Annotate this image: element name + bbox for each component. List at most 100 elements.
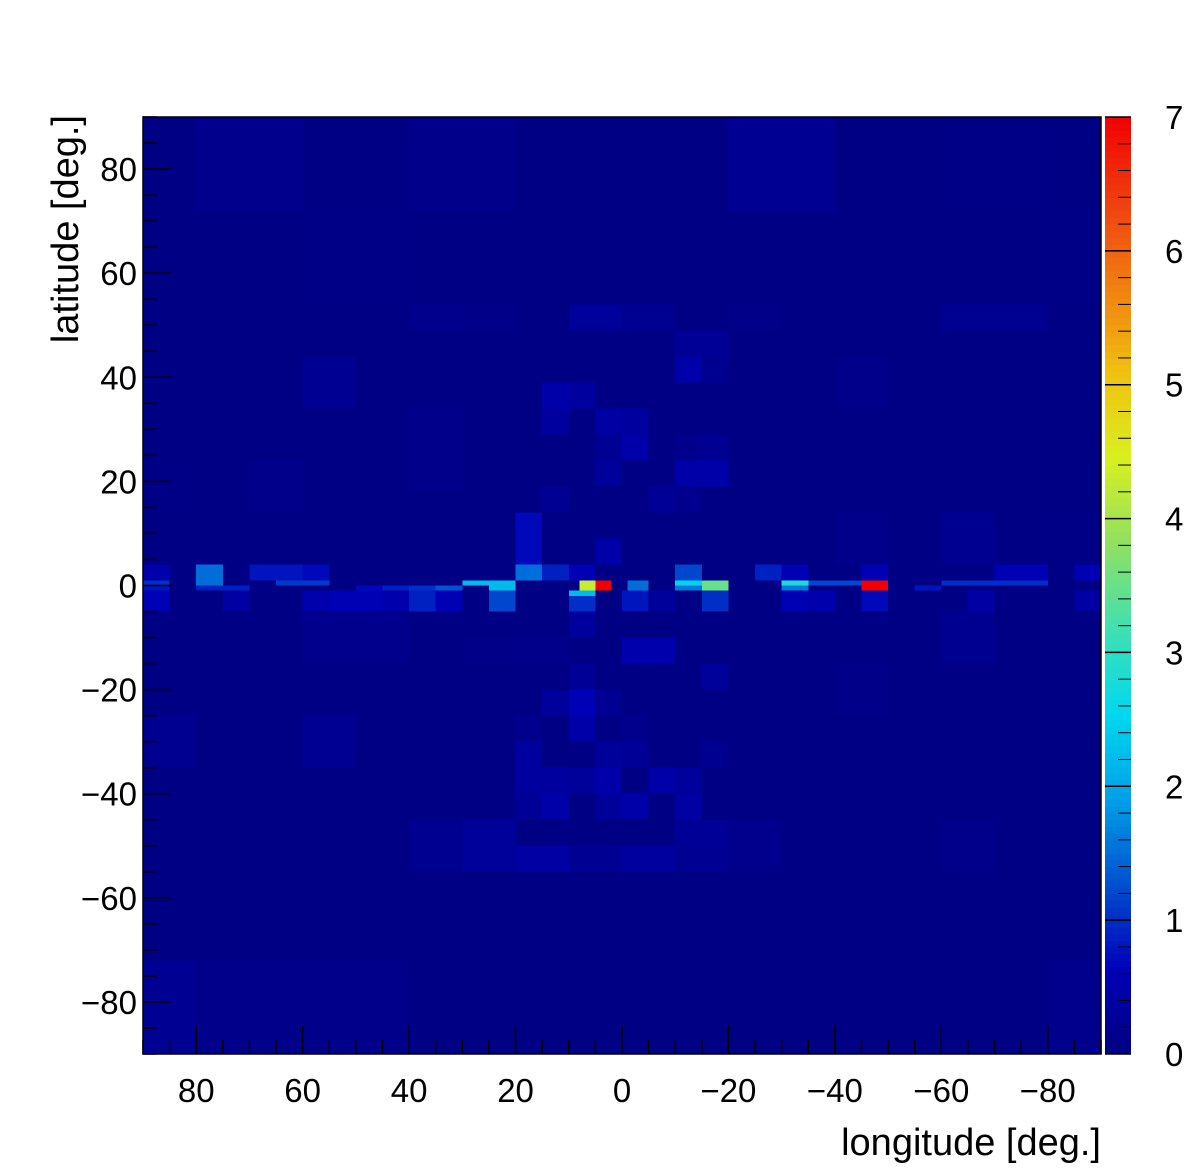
colorbar-segment: [1105, 960, 1131, 968]
heatmap-cell: [595, 460, 622, 487]
heatmap-cell: [595, 741, 622, 768]
colorbar-tick-label: 0: [1165, 1036, 1183, 1073]
heatmap-cell: [861, 580, 889, 591]
heatmap-cell: [622, 845, 676, 872]
heatmap-cell: [409, 585, 436, 591]
y-axis-title: latitude [deg.]: [45, 115, 87, 343]
colorbar-segment: [1105, 378, 1131, 386]
colorbar-segment: [1105, 759, 1131, 767]
heatmap-cell: [302, 564, 330, 581]
heatmap-cell: [143, 580, 170, 586]
colorbar-segment: [1105, 485, 1131, 493]
colorbar-segment: [1105, 250, 1131, 259]
colorbar-segment: [1105, 792, 1131, 801]
colorbar-segment: [1105, 993, 1131, 1002]
heatmap-cell: [967, 590, 995, 612]
heatmap-cell: [462, 819, 516, 872]
heatmap-cell: [196, 564, 223, 586]
colorbar-segment: [1105, 137, 1131, 145]
heatmap-cell: [568, 663, 596, 690]
heatmap-cell: [249, 460, 303, 513]
colorbar-segment: [1105, 732, 1131, 741]
heatmap-cell: [595, 767, 622, 794]
heatmap-cell: [622, 408, 649, 435]
colorbar-segment: [1105, 859, 1131, 868]
heatmap-cell: [568, 590, 596, 596]
heatmap-cell: [622, 434, 649, 461]
heatmap-cell: [595, 304, 622, 331]
colorbar-segment: [1105, 933, 1131, 941]
heatmap-cell: [409, 590, 436, 612]
heatmap-cell: [648, 590, 676, 612]
heatmap-cell: [515, 512, 543, 539]
colorbar-segment: [1105, 237, 1131, 245]
heatmap-cell: [728, 819, 782, 872]
colorbar-segment: [1105, 839, 1131, 848]
heatmap-cell: [701, 741, 729, 768]
colorbar-segment: [1105, 230, 1131, 239]
heatmap-cell: [834, 356, 889, 409]
heatmap-cell: [196, 117, 303, 211]
colorbar-segment: [1105, 813, 1131, 821]
heatmap-cell: [515, 793, 543, 820]
heatmap-cell: [515, 715, 543, 742]
heatmap-cell: [781, 585, 809, 591]
heatmap-cell: [276, 580, 330, 586]
colorbar-segment: [1105, 819, 1131, 828]
heatmap-cell: [276, 564, 303, 581]
heatmap-cell: [542, 793, 569, 820]
colorbar-segment: [1105, 712, 1131, 720]
colorbar-segment: [1105, 210, 1131, 218]
heatmap-cell: [249, 564, 277, 581]
heatmap-cell: [542, 564, 569, 581]
colorbar-tick-label: 3: [1165, 634, 1183, 671]
colorbar-segment: [1105, 578, 1131, 587]
x-tick-label: 0: [613, 1072, 631, 1109]
colorbar-segment: [1105, 739, 1131, 747]
heatmap-cell: [914, 585, 942, 591]
colorbar-segment: [1105, 317, 1131, 326]
colorbar-segment: [1105, 311, 1131, 319]
heatmap-cell: [302, 611, 410, 664]
heatmap-cell: [143, 117, 197, 211]
heatmap-cell: [941, 512, 995, 565]
heatmap-cell: [675, 460, 702, 487]
colorbar-segment: [1105, 645, 1131, 654]
colorbar-segment: [1105, 277, 1131, 285]
colorbar-segment: [1105, 585, 1131, 593]
colorbar-segment: [1105, 364, 1131, 372]
heatmap-cell: [542, 408, 569, 435]
heatmap-cell: [196, 585, 250, 591]
colorbar-segment: [1105, 431, 1131, 439]
heatmap-cell: [568, 304, 596, 331]
colorbar-segment: [1105, 177, 1131, 185]
heatmap-cell: [675, 580, 702, 586]
heatmap-cell: [515, 564, 543, 581]
colorbar-segment: [1105, 746, 1131, 754]
colorbar-segment: [1105, 1040, 1131, 1048]
heatmap-cell: [568, 382, 596, 409]
colorbar-segment: [1105, 853, 1131, 861]
colorbar-segment: [1105, 270, 1131, 279]
heatmap-cell: [675, 793, 702, 820]
heatmap-cell: [675, 564, 702, 581]
heatmap-cell: [488, 585, 516, 591]
colorbar-segment: [1105, 117, 1131, 125]
heatmap-cell: [622, 304, 649, 331]
tick-labels: 80 60 40 20 0 −20 −40 −60 −80806040200−20−40−60−…: [81, 99, 1183, 1109]
colorbar-segment: [1105, 197, 1131, 205]
heatmap-cell: [648, 304, 676, 331]
heatmap-cell: [568, 595, 596, 612]
colorbar-segment: [1105, 605, 1131, 613]
colorbar-segment: [1105, 920, 1131, 928]
y-tick-label: 80: [100, 151, 137, 188]
colorbar-segment: [1105, 598, 1131, 607]
colorbar-segment: [1105, 444, 1131, 453]
x-tick-label: 80: [178, 1072, 215, 1109]
heatmap-cell: [435, 590, 463, 612]
colorbar-segment: [1105, 900, 1131, 908]
colorbar-segment: [1105, 183, 1131, 192]
colorbar-segment: [1105, 772, 1131, 781]
colorbar-segment: [1105, 953, 1131, 961]
axes: [142, 116, 1102, 1055]
